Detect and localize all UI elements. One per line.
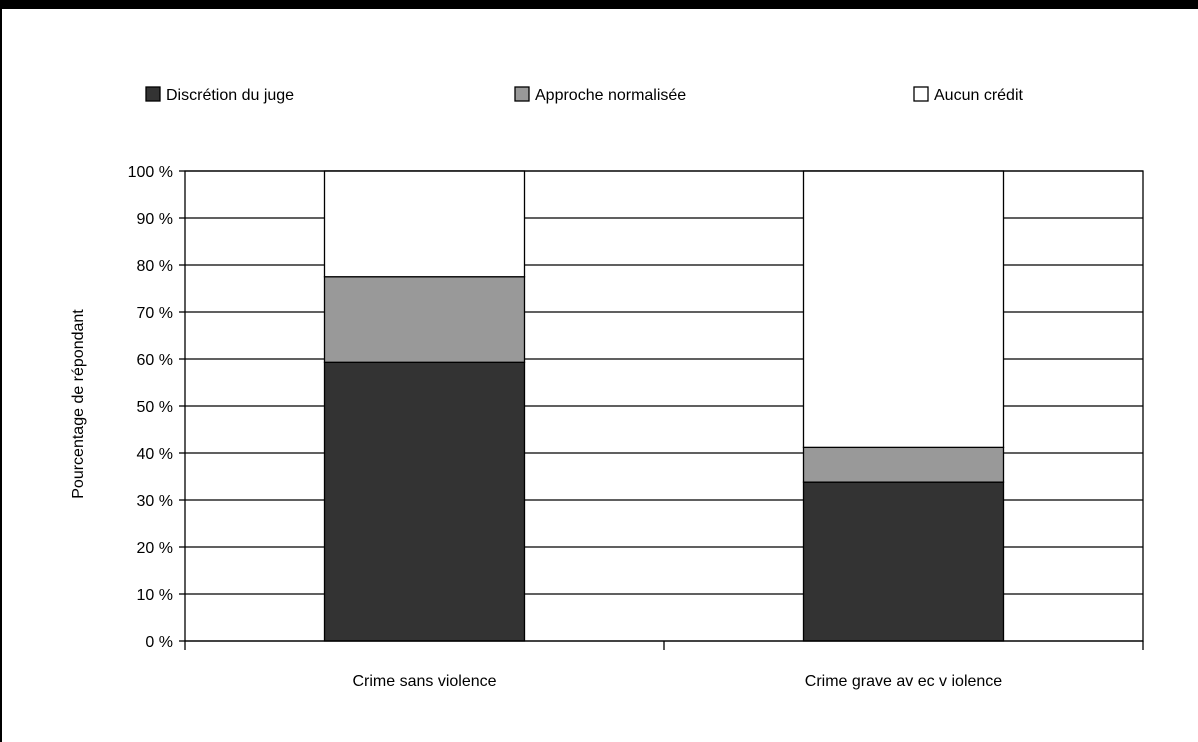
y-tick-label: 10 % — [137, 587, 173, 604]
bar-segment — [802, 170, 1005, 449]
y-tick-label: 0 % — [145, 634, 173, 651]
y-tick-label: 80 % — [137, 258, 173, 275]
legend: Discrétion du juge Approche normalisée Auc… — [145, 86, 1023, 104]
legend-swatch — [913, 86, 929, 102]
y-tick-label: 20 % — [137, 540, 173, 557]
bar-segment — [323, 170, 526, 278]
y-tick-label: 60 % — [137, 352, 173, 369]
x-tick-label: Crime grave av ec v iolence — [805, 673, 1003, 690]
y-tick-label: 30 % — [137, 493, 173, 510]
x-tick-label: Crime sans violence — [352, 673, 496, 690]
y-tick-label: 40 % — [137, 446, 173, 463]
y-tick-label: 90 % — [137, 211, 173, 228]
y-tick-label: 50 % — [137, 399, 173, 416]
y-tick-label: 70 % — [137, 305, 173, 322]
y-tick-label: 100 % — [128, 164, 173, 181]
legend-swatch — [145, 86, 161, 102]
bars — [323, 170, 1005, 642]
legend-label: Approche normalisée — [535, 87, 686, 104]
bar-segment — [323, 361, 526, 642]
legend-label: Discrétion du juge — [166, 87, 294, 104]
bar-segment — [802, 481, 1005, 642]
legend-swatch — [514, 86, 530, 102]
y-axis-label: Pourcentage de répondant — [70, 309, 87, 499]
axes: 0 % 10 % 20 % 30 % 40 % 50 % 60 % 70 % 80 % 90 % 1… — [128, 164, 1144, 690]
legend-label: Aucun crédit — [934, 87, 1023, 104]
bar-segment — [802, 446, 1005, 483]
bar-segment — [323, 276, 526, 363]
